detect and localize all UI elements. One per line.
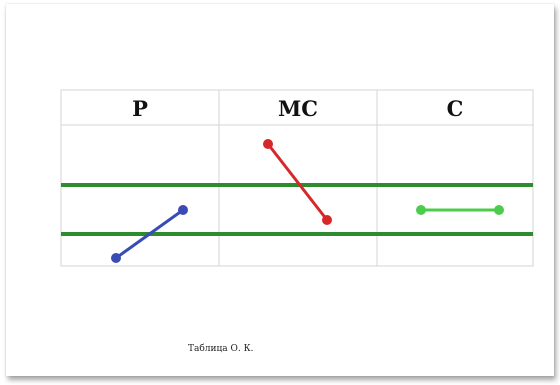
segment-p-start-point: [111, 253, 121, 263]
segment-mc-end-point: [322, 215, 332, 225]
table-border: [60, 89, 534, 267]
segment-c: [416, 205, 504, 215]
figure-card: [6, 4, 554, 376]
segment-c-end-point: [494, 205, 504, 215]
column-header-p: P: [132, 96, 148, 121]
figure-caption: Таблица О. К.: [188, 344, 254, 354]
segment-c-start-point: [416, 205, 426, 215]
table-grid: [60, 89, 534, 267]
segment-p: [111, 205, 188, 263]
segment-mc-line: [266, 143, 329, 221]
segment-mc-start-point: [263, 139, 273, 149]
column-header-mc: MC: [278, 96, 318, 121]
segment-p-line: [115, 208, 184, 260]
column-header-c: C: [447, 96, 464, 121]
segment-p-end-point: [178, 205, 188, 215]
segment-mc: [263, 139, 332, 225]
